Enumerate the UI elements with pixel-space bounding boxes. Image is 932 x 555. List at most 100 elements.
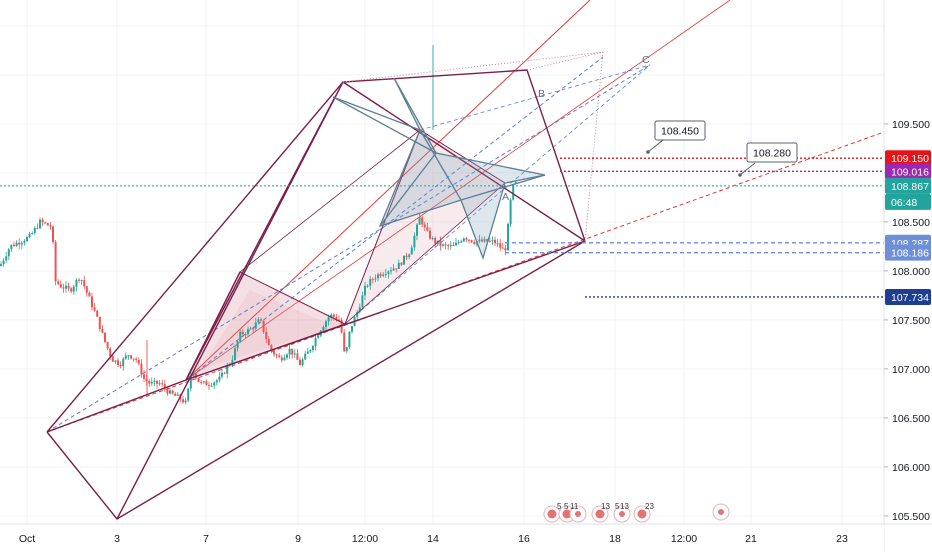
candle-body bbox=[358, 307, 361, 313]
candle-body bbox=[273, 350, 275, 355]
candle-body bbox=[49, 225, 52, 227]
candle-body bbox=[109, 348, 112, 357]
blue-dashed-1[interactable] bbox=[46, 64, 651, 433]
candle-body bbox=[148, 381, 151, 384]
price-axis[interactable]: 105.500 106.000 106.500 107.000 107.500 108.0… bbox=[883, 0, 932, 550]
candle-body bbox=[366, 285, 369, 287]
candle-body bbox=[387, 271, 390, 274]
y-tick-label: 105.500 bbox=[892, 511, 930, 523]
event-markers[interactable]: 5 5 11 13 5 13 23 bbox=[543, 502, 730, 523]
candle-body bbox=[379, 274, 382, 276]
price-lines[interactable] bbox=[0, 157, 884, 298]
star-shape[interactable] bbox=[332, 77, 546, 261]
star-pattern[interactable] bbox=[332, 77, 546, 261]
candle-body bbox=[356, 312, 359, 318]
event-marker[interactable]: 13 bbox=[591, 502, 610, 523]
candle-body bbox=[23, 241, 26, 243]
y-tick-label: 107.000 bbox=[892, 364, 930, 376]
harmonic-outer[interactable] bbox=[46, 69, 586, 520]
y-tick-label: 107.500 bbox=[892, 315, 930, 327]
candle-body bbox=[348, 331, 351, 348]
candle-body bbox=[507, 223, 509, 251]
candle-body bbox=[267, 339, 270, 346]
candle-body bbox=[468, 239, 470, 241]
candle-body bbox=[182, 399, 184, 403]
event-marker[interactable]: 5 bbox=[543, 502, 562, 523]
harmonic-leg-2[interactable] bbox=[342, 81, 586, 242]
callout-1[interactable]: 108.450 bbox=[646, 120, 706, 154]
grid-horizontal bbox=[0, 25, 884, 517]
candle-body bbox=[423, 224, 426, 228]
candle-body bbox=[2, 260, 5, 265]
candle-body bbox=[327, 317, 330, 322]
candle-body bbox=[499, 243, 502, 248]
blue-dashed-3[interactable] bbox=[344, 64, 651, 325]
event-marker[interactable]: 5 13 bbox=[613, 502, 631, 523]
candle-body bbox=[67, 285, 70, 289]
candle-body bbox=[374, 278, 377, 280]
candle-body bbox=[403, 255, 405, 265]
harmonic-pattern[interactable] bbox=[46, 69, 586, 520]
blue-dashed-lines[interactable] bbox=[46, 56, 651, 433]
candle-body bbox=[382, 274, 385, 276]
candle-body bbox=[0, 264, 2, 266]
candle-body bbox=[283, 357, 286, 361]
harmonic-leg-3[interactable] bbox=[185, 96, 336, 381]
star-arm[interactable] bbox=[419, 129, 546, 201]
x-tick-label: 3 bbox=[114, 533, 120, 545]
candle-body bbox=[317, 335, 320, 339]
candle-body bbox=[345, 347, 348, 352]
price-tag-label: 06:48 bbox=[891, 197, 917, 209]
candle-body bbox=[325, 321, 327, 327]
harmonic-fills bbox=[186, 130, 505, 380]
candle-body bbox=[504, 248, 507, 251]
star-arm[interactable] bbox=[332, 96, 437, 227]
harmonic-leg-5[interactable] bbox=[46, 379, 187, 433]
candle-body bbox=[83, 280, 86, 287]
candle-body bbox=[13, 244, 15, 246]
candle-body bbox=[192, 373, 195, 377]
candle-body bbox=[213, 382, 216, 386]
x-tick-label: 7 bbox=[203, 533, 209, 545]
candle-body bbox=[244, 334, 247, 336]
x-tick-labels: Oct 3 7 9 12:00 14 16 18 12:00 21 23 bbox=[19, 533, 848, 545]
candle-body bbox=[236, 341, 239, 349]
price-tag-label: 108.867 bbox=[891, 181, 929, 193]
harmonic-leg-8[interactable] bbox=[239, 129, 421, 273]
harmonic-leg-9[interactable] bbox=[344, 182, 506, 325]
candle-body bbox=[309, 350, 312, 352]
candle-body bbox=[496, 243, 499, 245]
price-tag bbox=[885, 163, 931, 180]
red-channel-lower[interactable] bbox=[185, 0, 731, 381]
candle-body bbox=[332, 314, 335, 318]
time-axis[interactable]: Oct 3 7 9 12:00 14 16 18 12:00 21 23 bbox=[0, 523, 932, 550]
candle-body bbox=[431, 238, 434, 240]
event-marker[interactable] bbox=[712, 503, 730, 521]
event-marker-label: 11 bbox=[570, 502, 579, 511]
candle-body bbox=[132, 358, 135, 360]
candle-body bbox=[314, 338, 317, 347]
candle-body bbox=[304, 353, 307, 360]
candle-body bbox=[163, 384, 166, 389]
blue-dashed-4[interactable] bbox=[419, 64, 651, 131]
candle-body bbox=[114, 360, 117, 362]
red-channel-upper[interactable] bbox=[185, 0, 591, 381]
candle-body bbox=[397, 262, 400, 269]
candle-body bbox=[171, 390, 174, 394]
candle-body bbox=[257, 319, 260, 323]
event-marker[interactable]: 23 bbox=[633, 502, 654, 523]
callout-2[interactable]: 108.280 bbox=[738, 142, 798, 177]
candle-body bbox=[169, 390, 171, 394]
event-marker-label: 23 bbox=[645, 502, 654, 511]
candle-body bbox=[26, 237, 28, 242]
candle-body bbox=[88, 292, 91, 297]
candle-body bbox=[421, 217, 424, 225]
harmonic-leg-7[interactable] bbox=[185, 323, 346, 381]
candle-body bbox=[36, 227, 39, 229]
event-marker[interactable]: 11 bbox=[569, 502, 587, 523]
candle-body bbox=[15, 242, 18, 246]
point-label-c: C bbox=[642, 54, 650, 66]
candle-body bbox=[338, 319, 340, 321]
